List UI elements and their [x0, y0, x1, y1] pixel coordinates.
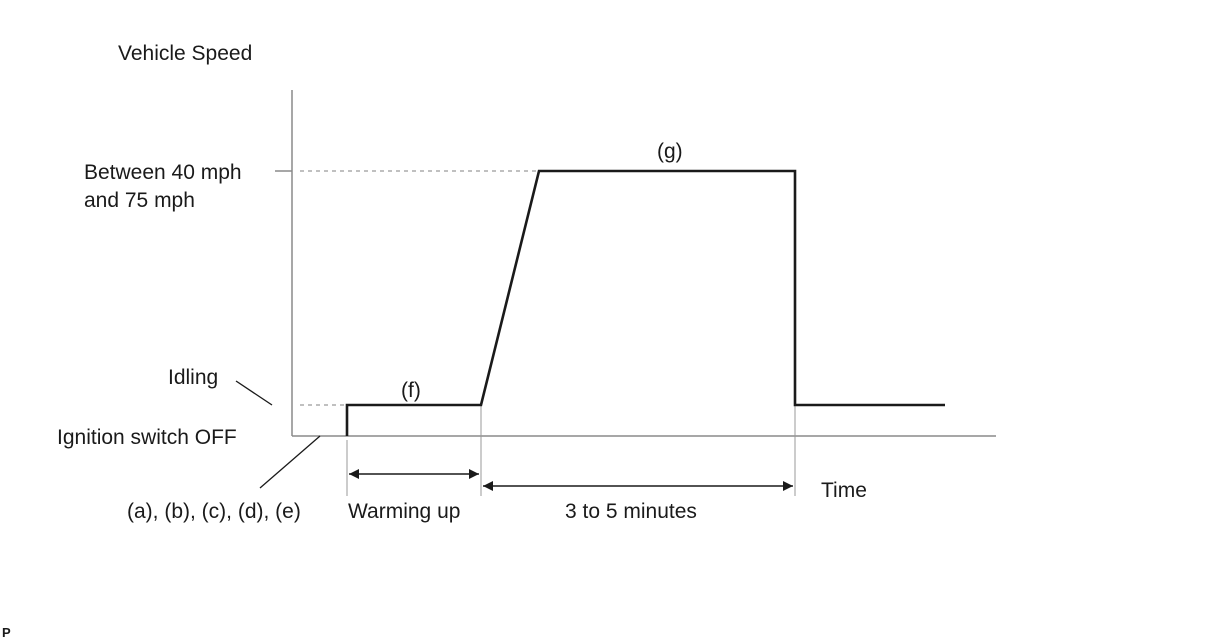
y-axis-label: Vehicle Speed [118, 42, 252, 65]
ignition-off-label: Ignition switch OFF [57, 426, 237, 449]
steps-label: (a), (b), (c), (d), (e) [127, 500, 301, 523]
step-g-label: (g) [657, 140, 683, 163]
warming-up-label: Warming up [348, 500, 460, 523]
step-f-label: (f) [401, 379, 421, 402]
duration-label: 3 to 5 minutes [565, 500, 697, 523]
speed-profile-line [345, 169, 945, 436]
speed-level-label-line1: Between 40 mph [84, 161, 242, 184]
idling-label: Idling [168, 366, 218, 389]
idling-leader [235, 380, 273, 406]
steps-leader [259, 435, 321, 489]
x-axis-label: Time [821, 479, 867, 502]
corner-mark: P [2, 625, 11, 640]
speed-level-label-line2: and 75 mph [84, 189, 195, 212]
